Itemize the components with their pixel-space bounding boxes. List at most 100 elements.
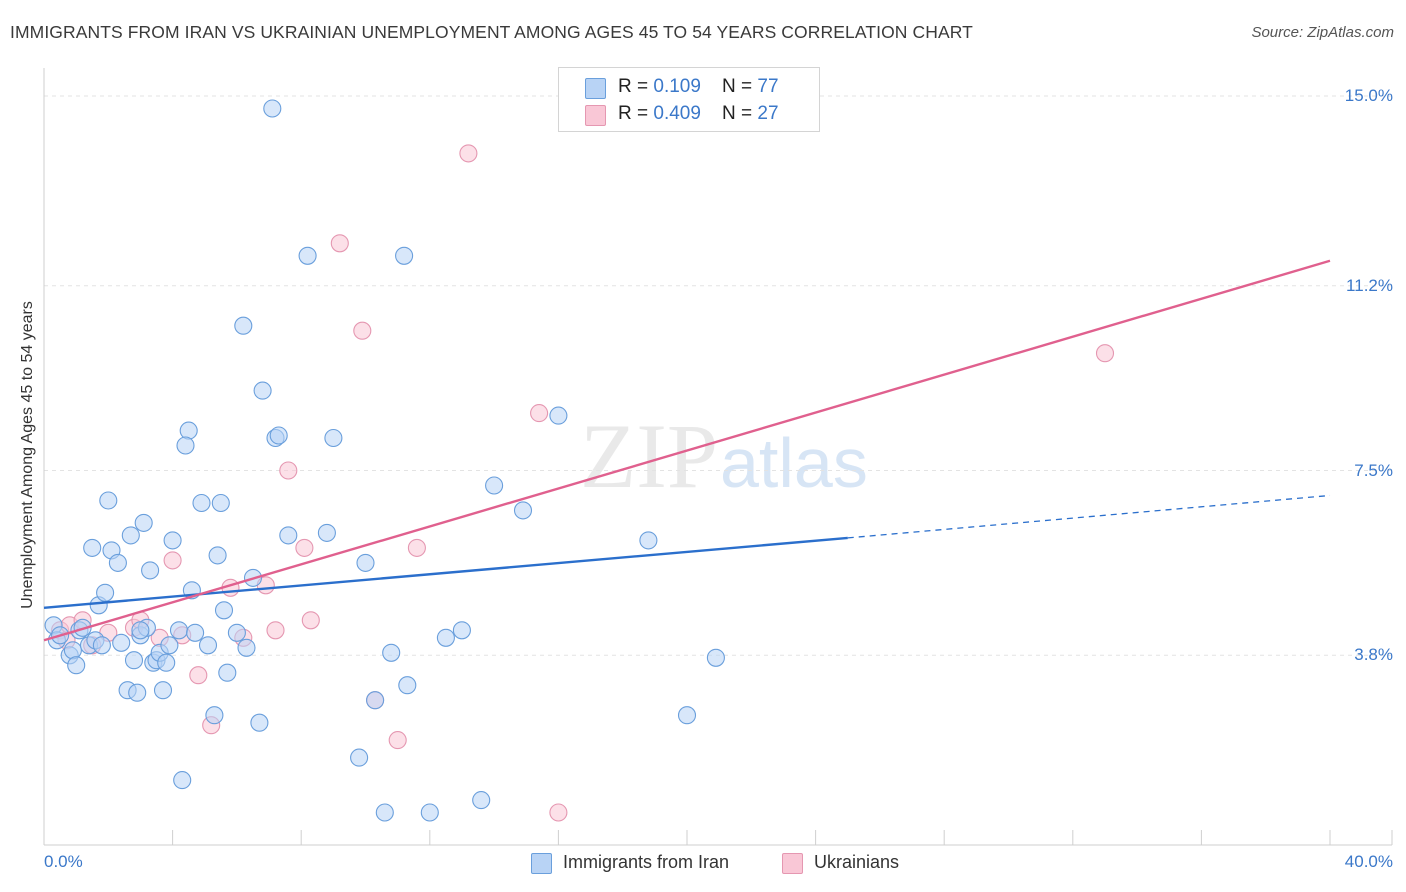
point-iran — [214, 601, 234, 620]
point-iran — [395, 246, 414, 265]
point-ukrainians — [1095, 344, 1115, 363]
trendline-ukrainians — [43, 259, 1331, 642]
legend-n-label: N = — [722, 103, 758, 124]
legend-r-value: 0.109 — [653, 76, 701, 97]
point-iran — [67, 656, 86, 675]
legend-label-iran: Immigrants from Iran — [563, 852, 730, 872]
point-ukrainians — [189, 666, 208, 685]
point-iran — [121, 526, 140, 545]
point-iran — [253, 381, 272, 400]
point-iran — [356, 553, 375, 572]
point-iran — [163, 531, 182, 550]
point-iran — [366, 691, 385, 710]
point-iran — [173, 771, 192, 790]
point-iran — [549, 406, 568, 425]
y-tick-label: 11.2% — [1346, 275, 1393, 295]
watermark-zip: ZIP — [580, 405, 718, 507]
point-ukrainians — [459, 144, 478, 163]
point-iran — [176, 436, 195, 455]
legend-swatch-blue — [585, 78, 606, 99]
source-label: Source: ZipAtlas.com — [1251, 24, 1394, 41]
y-tick-label: 7.5% — [1354, 460, 1393, 480]
point-iran — [485, 476, 504, 495]
chart-title: IMMIGRANTS FROM IRAN VS UKRAINIAN UNEMPL… — [10, 22, 973, 42]
point-iran — [128, 683, 147, 702]
point-iran — [96, 583, 115, 602]
point-iran — [436, 628, 455, 647]
point-iran — [269, 426, 288, 445]
legend-swatch-blue — [531, 853, 552, 874]
point-ukrainians — [266, 621, 285, 640]
legend-swatch-pink — [782, 853, 803, 874]
point-iran — [382, 643, 401, 662]
point-iran — [208, 546, 227, 565]
legend-label-ukrainians: Ukrainians — [814, 852, 900, 872]
point-iran — [706, 648, 725, 667]
point-ukrainians — [353, 321, 372, 340]
point-iran — [124, 651, 144, 670]
point-ukrainians — [301, 611, 320, 630]
point-iran — [186, 623, 205, 642]
point-iran — [324, 428, 343, 448]
y-tick-label: 15.0% — [1344, 86, 1393, 105]
x-tick-label: 0.0% — [44, 852, 83, 871]
point-iran — [205, 706, 224, 725]
point-ukrainians — [407, 538, 426, 557]
x-tick-label: 40.0% — [1344, 852, 1393, 871]
watermark-atlas: atlas — [720, 424, 868, 502]
point-ukrainians — [163, 551, 182, 570]
point-ukrainians — [330, 234, 349, 253]
point-iran — [192, 493, 211, 513]
point-iran — [198, 636, 218, 655]
point-iran — [513, 501, 533, 520]
point-iran — [63, 641, 82, 660]
point-iran — [169, 621, 189, 640]
point-ukrainians — [530, 404, 549, 423]
point-iran — [375, 803, 394, 822]
point-iran — [153, 681, 173, 700]
point-iran — [141, 561, 160, 580]
point-iran — [472, 791, 491, 810]
point-iran — [218, 663, 237, 682]
point-iran — [263, 99, 282, 118]
point-ukrainians — [279, 461, 298, 480]
legend-n-value: 77 — [757, 76, 779, 97]
point-iran — [350, 748, 369, 767]
point-iran — [92, 636, 111, 655]
point-iran — [398, 676, 417, 695]
point-iran — [234, 316, 253, 335]
point-iran — [420, 803, 439, 822]
point-iran — [131, 621, 150, 640]
trendline-iran-extension — [847, 494, 1331, 539]
point-iran — [227, 623, 246, 642]
point-iran — [112, 633, 131, 652]
legend-r-label: R = — [618, 76, 654, 97]
point-ukrainians — [388, 731, 407, 750]
point-iran — [317, 523, 336, 542]
legend-swatch-pink — [585, 105, 606, 126]
point-iran — [279, 526, 298, 545]
point-iran — [211, 493, 230, 513]
legend-r-value: 0.409 — [653, 103, 701, 124]
point-iran — [108, 553, 127, 572]
point-iran — [639, 531, 658, 550]
point-iran — [237, 638, 256, 657]
y-tick-label: 3.8% — [1354, 645, 1393, 665]
point-iran — [157, 653, 176, 672]
point-iran — [160, 636, 179, 655]
trendline-iran — [43, 536, 848, 610]
point-iran — [677, 706, 697, 725]
point-iran — [452, 621, 471, 640]
legend-n-value: 27 — [757, 103, 779, 124]
point-iran — [250, 713, 269, 732]
legend-n-label: N = — [722, 76, 758, 97]
point-iran — [134, 513, 153, 532]
point-iran — [99, 491, 118, 510]
legend-r-label: R = — [618, 103, 654, 124]
point-ukrainians — [549, 803, 568, 822]
point-iran — [83, 538, 102, 557]
point-ukrainians — [295, 538, 314, 557]
point-iran — [298, 246, 317, 265]
stats-legend: R = 0.109 N = 77 R = 0.409 N = 27 — [558, 67, 820, 132]
